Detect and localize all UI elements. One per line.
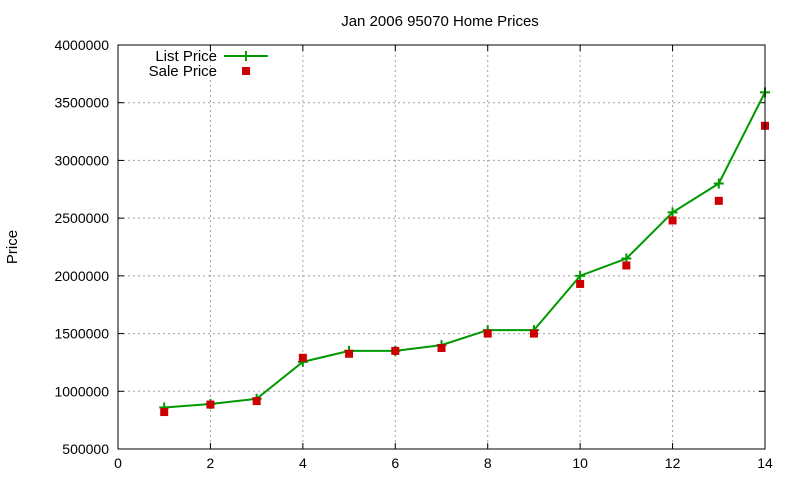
y-tick-label: 2500000 — [54, 210, 109, 226]
grid — [118, 45, 765, 449]
x-tick-label: 0 — [114, 455, 122, 471]
x-tick-label: 12 — [665, 455, 681, 471]
x-tick-label: 14 — [757, 455, 773, 471]
data-point-sale-price — [529, 329, 538, 338]
y-tick-label: 2000000 — [54, 268, 109, 284]
data-point-list-price — [575, 270, 586, 281]
y-axis-label: Price — [4, 230, 21, 264]
data-point-sale-price — [622, 261, 631, 270]
y-tick-label: 3000000 — [54, 152, 109, 168]
data-point-sale-price — [437, 344, 446, 352]
legend-marker-sale-price — [242, 67, 250, 75]
x-tick-label: 4 — [299, 455, 307, 471]
plot-frame — [117, 44, 766, 450]
data-point-sale-price — [483, 329, 492, 338]
series-line-list-price — [164, 91, 766, 409]
data-point-sale-price — [576, 279, 585, 288]
data-point-sale-price — [714, 196, 723, 205]
data-point-sale-price — [252, 397, 261, 406]
axis-ticks: 0 2 4 6 8 10 12 14 500000 1000000 1500000 2000000 25… — [54, 37, 773, 471]
x-tick-label: 8 — [484, 455, 492, 471]
legend-label-sale-price: Sale Price — [149, 63, 217, 80]
y-tick-label: 500000 — [62, 441, 109, 457]
data-point-list-price — [667, 207, 678, 218]
data-point-sale-price — [391, 346, 400, 355]
plot-series — [159, 87, 770, 417]
x-tick-label: 10 — [572, 455, 588, 471]
y-tick-label: 1500000 — [54, 326, 109, 342]
x-tick-label: 6 — [391, 455, 399, 471]
data-point-list-price — [713, 178, 724, 189]
data-point-sale-price — [160, 408, 169, 417]
legend-label-list-price: List Price — [155, 48, 217, 65]
y-tick-label: 1000000 — [54, 383, 109, 399]
chart-title: Jan 2006 95070 Home Prices — [341, 13, 539, 30]
data-point-sale-price — [668, 216, 677, 225]
y-tick-label: 3500000 — [54, 95, 109, 111]
y-tick-label: 4000000 — [54, 37, 109, 53]
data-point-sale-price — [345, 349, 354, 358]
data-point-sale-price — [206, 400, 215, 409]
data-point-sale-price — [298, 353, 307, 362]
legend: List Price Sale Price — [149, 48, 268, 80]
legend-marker-list-price — [241, 51, 251, 61]
x-tick-label: 2 — [207, 455, 215, 471]
